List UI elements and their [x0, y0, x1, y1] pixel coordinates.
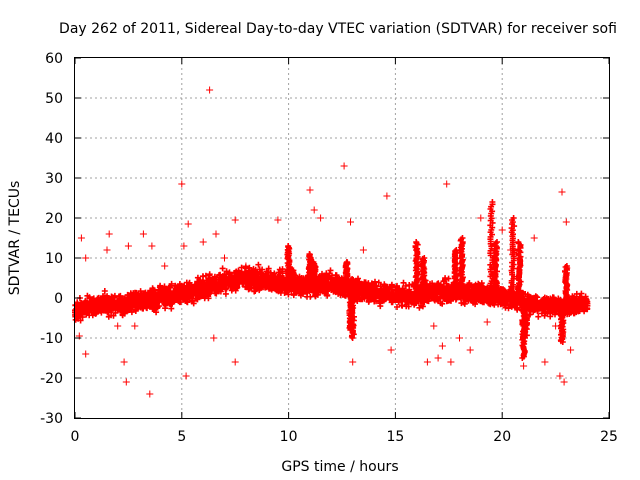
spike-cluster [288, 267, 297, 288]
outlier-point [387, 346, 395, 354]
outlier-point [383, 192, 391, 200]
outlier-point [317, 214, 325, 222]
y-tick-label: -30 [40, 411, 63, 427]
outlier-point [530, 234, 538, 242]
y-tick-label: 30 [45, 171, 63, 187]
outlier-point [340, 162, 348, 170]
outlier-point [498, 226, 506, 234]
outlier-point [430, 322, 438, 330]
outlier-point [560, 378, 568, 386]
y-tick-label: 50 [45, 91, 63, 107]
outlier-point [122, 378, 130, 386]
outlier-point [541, 358, 549, 366]
outlier-point [349, 358, 357, 366]
outlier-point [558, 188, 566, 196]
outlier-point [77, 234, 85, 242]
outlier-point [124, 242, 132, 250]
outlier-point [347, 218, 354, 226]
outlier-point [221, 254, 228, 262]
y-tick-labels: -30 -20 -10 0 10 20 30 40 50 60 [40, 51, 63, 427]
outlier-point [146, 390, 154, 398]
outlier-point [82, 350, 90, 358]
outlier-point [483, 318, 491, 326]
chart-title: Day 262 of 2011, Sidereal Day-to-day VTE… [59, 21, 617, 37]
outlier-point [103, 246, 111, 254]
axis-ticks [74, 57, 610, 419]
outlier-point [161, 262, 169, 270]
outlier-point [507, 246, 515, 254]
outlier-point [556, 372, 564, 380]
outlier-point [206, 86, 214, 94]
outlier-point [82, 254, 90, 262]
y-axis-label: SDTVAR / TECUs [7, 181, 23, 296]
grid-lines [75, 58, 609, 418]
outlier-point [443, 180, 451, 188]
data-points [72, 86, 591, 398]
spike-cluster [310, 259, 319, 289]
outlier-point [466, 346, 474, 354]
spike-cluster [451, 247, 460, 295]
x-tick-label: 0 [71, 429, 80, 445]
outlier-point [359, 246, 367, 254]
outlier-point [423, 358, 431, 366]
outlier-point [120, 358, 128, 366]
y-tick-label: 60 [45, 51, 63, 67]
outlier-point [306, 186, 314, 194]
spike-cluster [487, 199, 496, 298]
outlier-point [438, 342, 446, 350]
spike-cluster [412, 239, 421, 299]
outlier-point [178, 180, 186, 188]
x-tick-label: 25 [600, 429, 618, 445]
spike-cluster [348, 285, 357, 341]
x-tick-label: 15 [386, 429, 404, 445]
outlier-point [212, 230, 220, 238]
spike-cluster [521, 299, 530, 341]
outlier-point [148, 242, 156, 250]
plot-frame [74, 57, 610, 419]
spike-cluster [457, 235, 466, 296]
outlier-point [182, 372, 190, 380]
y-tick-label: 20 [45, 211, 63, 227]
x-tick-label: 5 [177, 429, 186, 445]
outlier-point [131, 322, 139, 330]
spike-cluster [342, 259, 351, 290]
y-tick-label: -20 [40, 371, 63, 387]
outlier-point [274, 216, 282, 224]
outlier-point [231, 216, 239, 224]
y-tick-label: 10 [45, 251, 63, 267]
outlier-point [434, 354, 442, 362]
outlier-point [199, 238, 207, 246]
outlier-point [562, 218, 570, 226]
outlier-point [552, 322, 560, 330]
outlier-point [184, 220, 192, 228]
spike-cluster [491, 239, 500, 299]
outlier-point [210, 334, 218, 342]
outlier-point [139, 230, 147, 238]
y-tick-label: 40 [45, 131, 63, 147]
outlier-point [456, 334, 463, 342]
outlier-point [242, 262, 250, 270]
outlier-point [114, 322, 122, 330]
x-tick-label: 10 [280, 429, 298, 445]
outlier-point [520, 362, 528, 370]
outlier-point [567, 346, 575, 354]
outlier-point [477, 214, 485, 222]
x-tick-label: 20 [493, 429, 511, 445]
outlier-point [180, 242, 188, 250]
spike-cluster [418, 255, 428, 298]
outlier-point [105, 230, 113, 238]
outlier-point [231, 358, 239, 366]
outlier-point [447, 358, 455, 366]
spike-cluster [515, 239, 524, 304]
x-axis-label: GPS time / hours [281, 459, 398, 475]
y-tick-label: -10 [40, 331, 63, 347]
spike-cluster [508, 215, 518, 302]
outlier-point [310, 206, 318, 214]
spike-cluster [562, 263, 571, 309]
x-tick-labels: 0 5 10 15 20 25 [71, 429, 618, 445]
spike-cluster [557, 303, 567, 345]
y-tick-label: 0 [54, 291, 63, 307]
